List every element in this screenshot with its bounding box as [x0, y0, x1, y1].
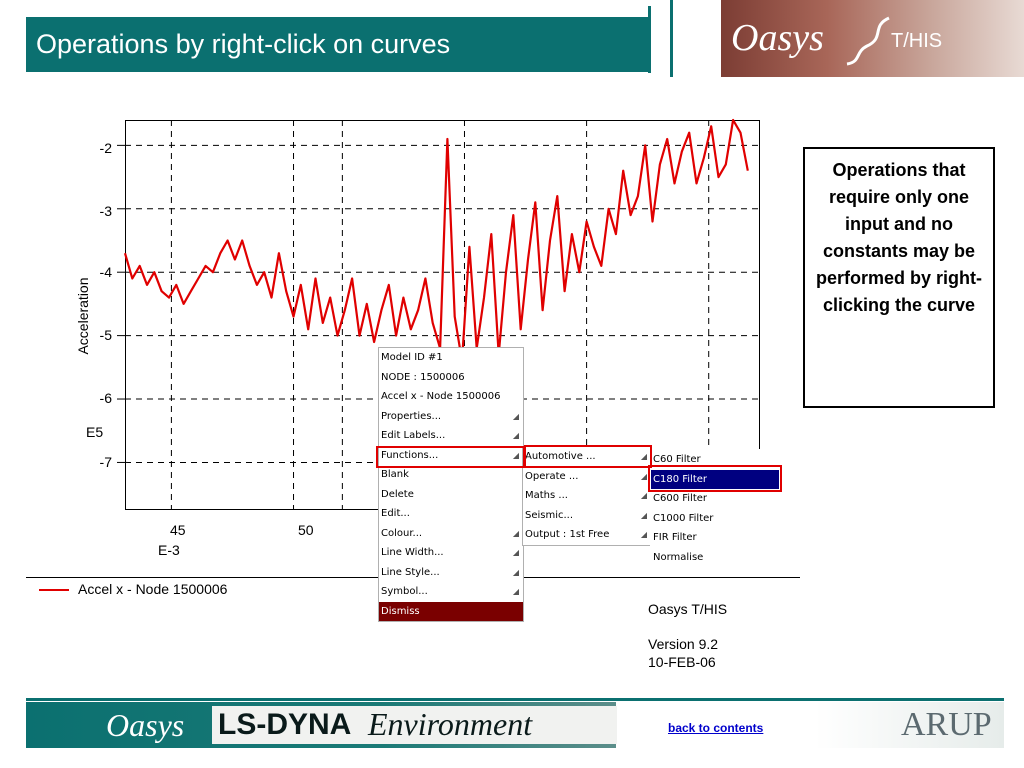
menu-item-curve-name: Accel x - Node 1500006: [381, 391, 501, 402]
submenu-arrow-icon: ◢: [512, 450, 519, 460]
logo-brand: Oasys: [731, 17, 824, 59]
submenu-arrow-icon: ◢: [512, 411, 519, 421]
y-exponent-label: E5: [86, 424, 104, 440]
menu-item-dismiss[interactable]: Dismiss: [379, 601, 523, 621]
submenu-arrow-icon: ◢: [512, 431, 519, 440]
footer-divider: [26, 698, 1004, 701]
x-tick-label: 45: [170, 522, 186, 538]
menu-item-functions[interactable]: Functions... ◢: [379, 446, 523, 466]
submenu-arrow-icon: ◢: [512, 567, 519, 577]
legend-entry[interactable]: Accel x - Node 1500006: [78, 581, 228, 597]
slide-title: Operations by right-click on curves: [26, 17, 648, 72]
automotive-submenu: C60 Filter C180 Filter C600 Filter C1000…: [650, 449, 780, 568]
menu-item-seismic[interactable]: Seismic... ◢: [523, 506, 651, 526]
x-tick-label: 50: [298, 522, 314, 538]
oasys-this-logo: Oasys T/HIS: [721, 0, 1024, 77]
logo-swoosh-icon: [846, 16, 890, 66]
app-name: Oasys T/HIS: [648, 601, 728, 617]
footer-product-bold: LS-DYNA: [218, 708, 352, 741]
y-tick-label: -4: [99, 264, 112, 280]
functions-submenu: Automotive ... ◢ Operate ... ◢ Maths ... ◢ …: [522, 446, 652, 546]
submenu-arrow-icon: ◢: [640, 471, 647, 481]
legend-swatch: [39, 589, 69, 591]
menu-item-node: NODE : 1500006: [381, 371, 465, 383]
y-tick-label: -3: [99, 203, 112, 219]
footer-banner: Oasys LS-DYNA Environment: [26, 702, 617, 748]
menu-item-edit[interactable]: Edit...: [381, 508, 410, 519]
menu-item-automotive[interactable]: Automotive ... ◢: [523, 447, 651, 467]
menu-item-c600-filter[interactable]: C600 Filter: [653, 493, 708, 504]
y-tick-label: -6: [99, 390, 112, 406]
back-to-contents-link[interactable]: back to contents: [668, 721, 764, 735]
title-divider-2: [670, 0, 673, 77]
y-tick-label: -2: [99, 140, 112, 156]
logo-product: T/HIS: [891, 30, 943, 52]
submenu-arrow-icon: ◢: [512, 587, 519, 596]
menu-item-symbol[interactable]: Symbol... ◢: [379, 582, 523, 602]
menu-item-line-width[interactable]: Line Width... ◢: [379, 543, 523, 563]
submenu-arrow-icon: ◢: [640, 452, 647, 461]
menu-item-model-id: Model ID #1: [381, 352, 443, 363]
submenu-arrow-icon: ◢: [512, 548, 519, 557]
menu-item-properties[interactable]: Properties... ◢: [379, 407, 523, 427]
app-date: 10-FEB-06: [648, 654, 716, 670]
menu-item-operate[interactable]: Operate ... ◢: [523, 467, 651, 487]
curve-context-menu: Model ID #1 NODE : 1500006 Accel x - Nod…: [378, 347, 524, 622]
explanation-callout: Operations that require only one input a…: [803, 147, 995, 408]
submenu-arrow-icon: ◢: [640, 510, 647, 520]
menu-item-line-style[interactable]: Line Style... ◢: [379, 563, 523, 583]
arup-logo: ARUP: [815, 702, 1004, 748]
y-axis-label: Acceleration: [75, 277, 91, 355]
y-tick-label: -7: [99, 454, 112, 470]
highlight-functions: [376, 446, 525, 468]
footer-brand: Oasys: [106, 707, 185, 743]
menu-item-c180-filter[interactable]: C180 Filter: [651, 469, 779, 489]
x-exponent-label: E-3: [158, 542, 180, 558]
arup-wordmark: ARUP: [901, 706, 992, 743]
menu-item-delete[interactable]: Delete: [381, 488, 414, 500]
menu-item-blank[interactable]: Blank: [381, 469, 409, 480]
highlight-automotive: [524, 445, 652, 468]
title-divider-1: [648, 6, 651, 73]
submenu-arrow-icon: ◢: [512, 528, 519, 538]
menu-item-output[interactable]: Output : 1st Free ◢: [523, 525, 651, 545]
highlight-c180-filter: [648, 465, 782, 492]
menu-item-normalise[interactable]: Normalise: [653, 551, 704, 563]
menu-item-c60-filter[interactable]: C60 Filter: [653, 454, 701, 465]
y-tick-label: -5: [99, 327, 112, 343]
footer-product-box: LS-DYNA Environment: [212, 706, 617, 744]
menu-item-colour[interactable]: Colour... ◢: [379, 524, 523, 544]
footer-product-italic: Environment: [368, 706, 533, 742]
submenu-arrow-icon: ◢: [640, 530, 647, 539]
series-line[interactable]: [123, 118, 749, 363]
menu-item-c1000-filter[interactable]: C1000 Filter: [653, 512, 714, 524]
menu-item-maths[interactable]: Maths ... ◢: [523, 486, 651, 506]
submenu-arrow-icon: ◢: [640, 491, 647, 500]
menu-item-fir-filter[interactable]: FIR Filter: [653, 532, 697, 543]
app-version: Version 9.2: [648, 636, 719, 652]
menu-item-edit-labels[interactable]: Edit Labels... ◢: [379, 426, 523, 446]
